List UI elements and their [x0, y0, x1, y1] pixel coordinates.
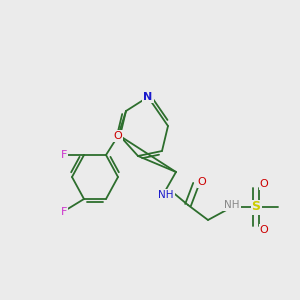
Text: F: F [61, 150, 67, 160]
Text: O: O [114, 131, 122, 141]
Text: N: N [143, 92, 153, 102]
Text: O: O [260, 179, 268, 189]
Text: F: F [61, 207, 67, 217]
Text: O: O [260, 225, 268, 235]
Text: NH: NH [224, 200, 240, 210]
Text: O: O [198, 177, 206, 187]
Text: NH: NH [158, 190, 174, 200]
Text: S: S [251, 200, 260, 214]
